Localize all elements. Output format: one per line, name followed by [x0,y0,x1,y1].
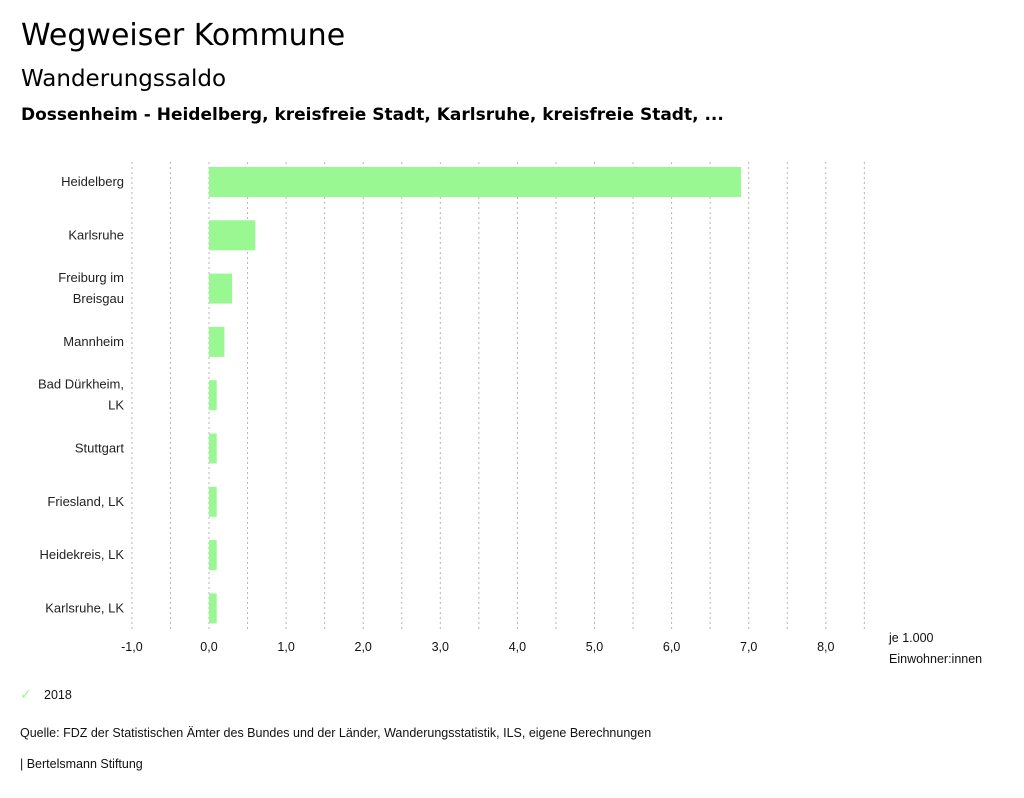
category-label: Freiburg im Breisgau [58,270,124,306]
bar[interactable] [209,220,256,251]
legend-label: 2018 [44,687,72,702]
source-note: Quelle: FDZ der Statistischen Ämter des … [20,726,652,740]
x-tick-label: 1,0 [277,640,294,654]
bar[interactable] [209,593,217,624]
x-tick-label: 6,0 [663,640,680,654]
x-tick-label: 4,0 [509,640,526,654]
bar[interactable] [209,167,741,197]
x-tick-label: 0,0 [200,640,217,654]
bar[interactable] [209,486,217,517]
category-label: Bad Dürkheim, LK [38,377,124,413]
chart-subtitle: Wanderungssaldo [21,66,227,92]
x-tick-label: 7,0 [740,640,757,654]
bars [209,167,741,624]
x-axis-unit-line1: je 1.000 [889,631,934,645]
gridlines [131,162,865,632]
page-title: Wegweiser Kommune [21,18,346,53]
x-tick-label: 5,0 [586,640,603,654]
x-axis-ticks: -1,0 0,0 1,0 2,0 3,0 4,0 5,0 6,0 7,0 8,0 [121,640,834,654]
x-tick-label: 3,0 [432,640,449,654]
bar-chart: Heidelberg Karlsruhe Freiburg im Breisgau Ma… [38,162,865,654]
category-label: Friesland, LK [47,494,124,509]
category-label: Mannheim [63,334,124,349]
bar[interactable] [209,273,233,304]
x-axis-unit-label: je 1.000 Einwohner:innen [889,628,982,670]
category-label: Karlsruhe, LK [45,600,124,615]
bar[interactable] [209,326,225,357]
x-tick-label: -1,0 [121,640,143,654]
legend-item-2018[interactable]: ✓ 2018 [20,686,72,703]
bar[interactable] [209,433,217,464]
category-labels: Heidelberg Karlsruhe Freiburg im Breisgau Ma… [38,174,124,615]
x-axis-unit-line2: Einwohner:innen [889,652,983,666]
credit-note: | Bertelsmann Stiftung [20,757,143,771]
category-label: Heidelberg [61,174,124,189]
category-label: Heidekreis, LK [39,547,124,562]
region-selection: Dossenheim - Heidelberg, kreisfreie Stad… [21,105,724,125]
check-icon: ✓ [20,686,32,702]
bar[interactable] [209,540,217,571]
category-label: Stuttgart [75,441,125,456]
x-tick-label: 2,0 [355,640,372,654]
x-tick-label: 8,0 [817,640,834,654]
bar[interactable] [209,380,217,411]
category-label: Karlsruhe [68,227,124,242]
